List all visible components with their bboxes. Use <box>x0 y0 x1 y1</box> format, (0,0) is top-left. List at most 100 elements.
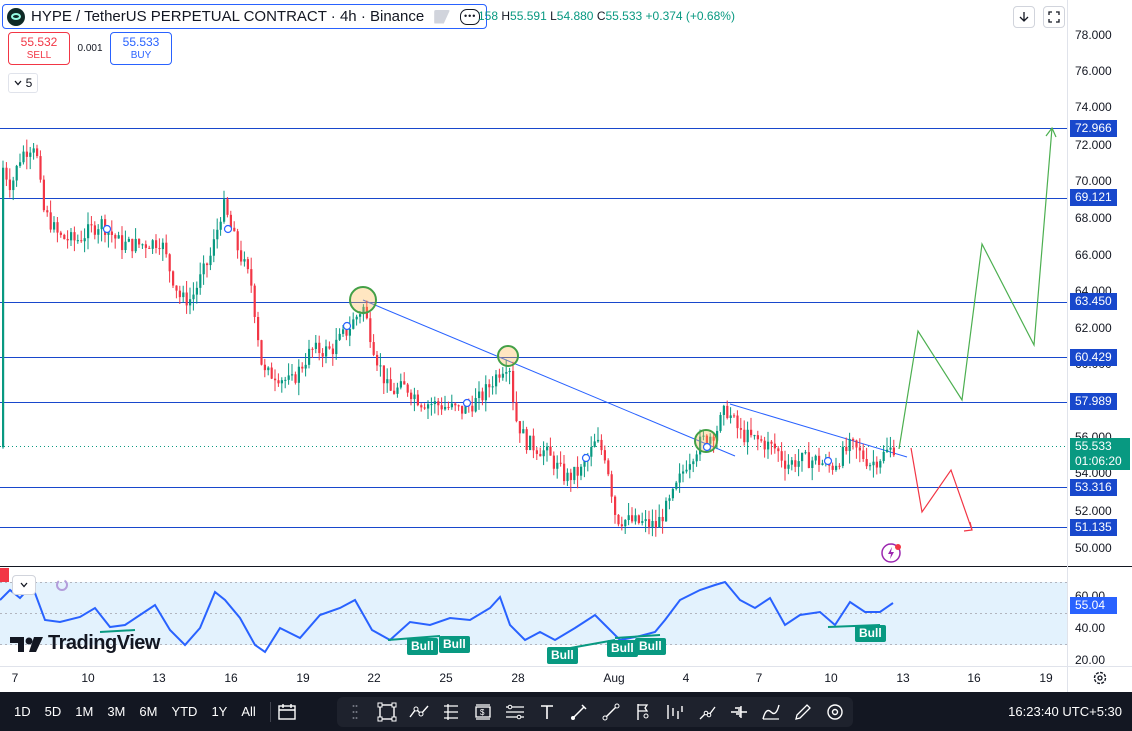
candle-body <box>454 403 457 406</box>
level-tag-57989[interactable]: 57.989 <box>1070 393 1117 410</box>
candle-body <box>195 287 198 295</box>
fixed-range-volume-icon[interactable] <box>727 700 751 724</box>
flag-marker-icon[interactable] <box>631 700 655 724</box>
rsi-value-tag: 55.04 <box>1070 597 1117 614</box>
symbol-flag-icon[interactable] <box>434 9 451 24</box>
candle-body <box>444 406 447 410</box>
long-position-icon[interactable] <box>439 700 463 724</box>
period-ytd[interactable]: YTD <box>171 704 198 719</box>
time-tick-label: 16 <box>967 671 981 685</box>
level-tag-60429[interactable]: 60.429 <box>1070 349 1117 366</box>
trend-line <box>362 299 736 457</box>
period-1y[interactable]: 1Y <box>211 704 228 719</box>
brush-tool-icon[interactable] <box>567 700 591 724</box>
trend-line-icon[interactable] <box>599 700 623 724</box>
buy-button[interactable]: 55.533 BUY <box>110 32 172 65</box>
level-tag-72966[interactable]: 72.966 <box>1070 120 1117 137</box>
candle-body <box>267 367 270 371</box>
candle-body <box>450 403 453 408</box>
path-tool-icon[interactable] <box>407 700 431 724</box>
rsi-tick-label: 40.00 <box>1075 621 1105 635</box>
period-6m[interactable]: 6M <box>139 704 158 719</box>
candle-body <box>175 285 178 291</box>
lightning-icon[interactable] <box>880 541 904 565</box>
candle-body <box>246 259 249 270</box>
more-options-icon[interactable]: ••• <box>460 8 481 25</box>
chart-canvas[interactable]: 78.000 76.000 74.000 72.000 70.000 68.000 66.0… <box>0 0 1132 692</box>
toolbar-separator <box>269 701 271 722</box>
candle-body <box>484 384 487 401</box>
candle-body <box>644 519 647 522</box>
period-all[interactable]: All <box>241 704 256 719</box>
level-tag-63450[interactable]: 63.450 <box>1070 293 1117 310</box>
candle-body <box>488 384 491 388</box>
level-tag-53316[interactable]: 53.316 <box>1070 479 1117 496</box>
candle-body <box>182 292 185 298</box>
level-tag-51135[interactable]: 51.135 <box>1070 519 1117 536</box>
zoom-target-icon[interactable] <box>823 700 847 724</box>
price-note-icon[interactable]: $ <box>471 700 495 724</box>
candle-body <box>620 524 623 527</box>
candle-body <box>661 516 664 522</box>
candle-body <box>325 346 328 357</box>
price-tick-label: 52.000 <box>1075 504 1112 518</box>
signal-dot-marker <box>823 456 833 466</box>
candle-body <box>573 466 576 481</box>
current-price-tag[interactable]: 55.533 01:06:20 <box>1070 438 1130 470</box>
curve-tool-icon[interactable] <box>759 700 783 724</box>
candle-body <box>563 463 566 482</box>
candle-body <box>219 221 222 230</box>
axis-settings-gear-icon[interactable] <box>1092 670 1108 686</box>
level-tag-69121[interactable]: 69.121 <box>1070 189 1117 206</box>
text-tool-icon[interactable] <box>535 700 559 724</box>
period-3m[interactable]: 3M <box>107 704 126 719</box>
drag-handle-icon[interactable] <box>343 700 367 724</box>
candle-body <box>151 240 154 249</box>
time-tick-label: 22 <box>367 671 381 685</box>
bullish-arrow-head <box>1045 126 1057 138</box>
forecast-icon[interactable] <box>663 700 687 724</box>
parallel-channel-icon[interactable] <box>503 700 527 724</box>
candle-body <box>192 294 195 300</box>
indicator-toggle[interactable]: 5 <box>8 73 38 93</box>
time-tick-label: 19 <box>296 671 310 685</box>
candle-body <box>97 229 100 235</box>
candle-body <box>865 459 868 467</box>
fullscreen-icon[interactable] <box>1043 6 1065 28</box>
spread-value: 0.001 <box>77 43 103 54</box>
period-5d[interactable]: 5D <box>44 704 62 719</box>
candle-body <box>648 519 651 527</box>
sell-button[interactable]: 55.532 SELL <box>8 32 70 65</box>
period-1d[interactable]: 1D <box>14 704 31 719</box>
candle-body <box>440 405 443 410</box>
tradingview-logo[interactable]: TradingView <box>10 632 160 655</box>
candle-body <box>627 515 630 521</box>
collapse-indicator-button[interactable] <box>12 575 36 595</box>
price-tick-label: 72.000 <box>1075 138 1112 152</box>
candle-body <box>131 238 134 252</box>
pencil-tool-icon[interactable] <box>791 700 815 724</box>
candle-body <box>784 460 787 469</box>
candle-body <box>240 250 243 262</box>
candle-body <box>165 242 168 255</box>
loading-refresh-icon <box>56 579 68 591</box>
candle-body <box>369 318 372 343</box>
projection-icon[interactable] <box>695 700 719 724</box>
hype-coin-icon <box>7 7 25 26</box>
candle-body <box>223 199 226 222</box>
candle-body <box>318 342 321 354</box>
candle-body <box>447 406 450 408</box>
candle-body <box>532 435 535 451</box>
candle-body <box>134 238 137 252</box>
download-arrow-icon[interactable] <box>1013 6 1035 28</box>
period-1m[interactable]: 1M <box>75 704 94 719</box>
candle-body <box>280 380 283 384</box>
utc-clock[interactable]: 16:23:40 UTC+5:30 <box>1008 704 1122 719</box>
candle-body <box>297 366 300 383</box>
date-range-calendar-icon[interactable] <box>275 700 299 724</box>
rectangle-select-icon[interactable] <box>375 700 399 724</box>
candle-body <box>855 440 858 448</box>
pivot-circle-marker <box>349 286 377 314</box>
symbol-search-box[interactable]: HYPE / TetherUS PERPETUAL CONTRACT · 4h … <box>2 4 488 29</box>
candle-body <box>743 429 746 443</box>
